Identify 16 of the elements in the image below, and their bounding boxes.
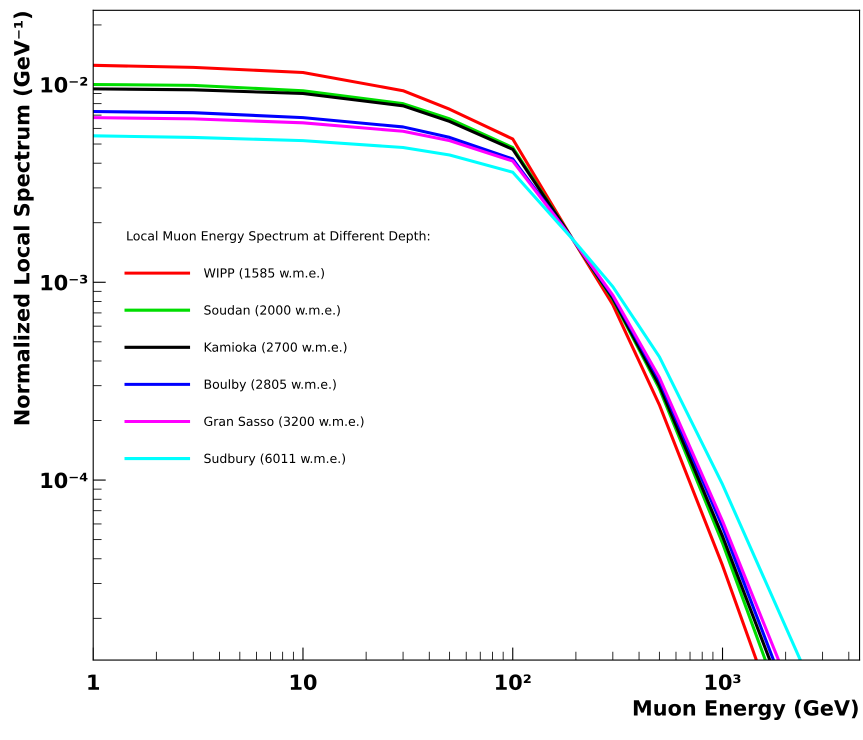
y-axis-title: Normalized Local Spectrum (GeV⁻¹) [14,12,34,424]
legend-label: WIPP (1585 w.m.e.) [204,268,324,280]
x-tick-label: 10 [290,674,316,690]
y-tick-label: 10⁻² [42,76,88,93]
legend-label: Gran Sasso (3200 w.m.e.) [204,416,364,428]
x-axis-title: Muon Energy (GeV) [634,700,858,720]
legend-title: Local Muon Energy Spectrum at Different Depth: [127,230,430,243]
x-tick-label: 10³ [706,674,740,690]
legend-label: Kamioka (2700 w.m.e.) [204,342,346,354]
y-tick-label: 10⁻⁴ [42,472,88,488]
x-tick-label: 10² [496,674,531,690]
legend-label: Boulby (2805 w.m.e.) [204,379,336,392]
legend-label: Sudbury (6011 w.m.e.) [204,453,346,466]
legend-label: Soudan (2000 w.m.e.) [204,305,340,316]
y-tick-label: 10⁻³ [42,274,88,290]
x-tick-label: 1 [88,674,100,690]
